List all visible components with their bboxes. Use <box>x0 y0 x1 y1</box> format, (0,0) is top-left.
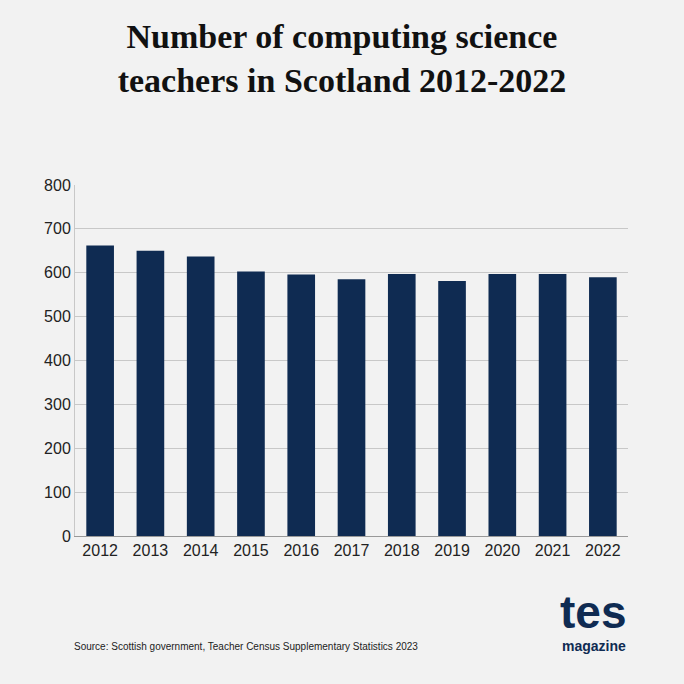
svg-text:300: 300 <box>44 396 71 413</box>
svg-text:2022: 2022 <box>585 542 621 559</box>
svg-text:2017: 2017 <box>334 542 370 559</box>
svg-text:2013: 2013 <box>133 542 169 559</box>
svg-text:2019: 2019 <box>434 542 470 559</box>
svg-text:600: 600 <box>44 264 71 281</box>
svg-text:500: 500 <box>44 308 71 325</box>
svg-text:2020: 2020 <box>485 542 521 559</box>
svg-text:700: 700 <box>44 220 71 237</box>
svg-text:2018: 2018 <box>384 542 420 559</box>
svg-text:100: 100 <box>44 484 71 501</box>
svg-text:Number of computing sciencetea: Number of computing scienceteachers in S… <box>118 18 567 99</box>
svg-text:Source: Scottish government, T: Source: Scottish government, Teacher Cen… <box>74 641 418 652</box>
svg-text:200: 200 <box>44 440 71 457</box>
svg-text:magazine: magazine <box>562 638 626 654</box>
svg-text:2021: 2021 <box>535 542 571 559</box>
svg-text:0: 0 <box>62 528 71 545</box>
svg-text:2016: 2016 <box>283 542 319 559</box>
svg-text:2012: 2012 <box>82 542 118 559</box>
svg-text:tes: tes <box>560 586 626 638</box>
svg-text:2015: 2015 <box>233 542 269 559</box>
svg-text:800: 800 <box>44 177 71 194</box>
svg-text:400: 400 <box>44 352 71 369</box>
svg-text:2014: 2014 <box>183 542 219 559</box>
